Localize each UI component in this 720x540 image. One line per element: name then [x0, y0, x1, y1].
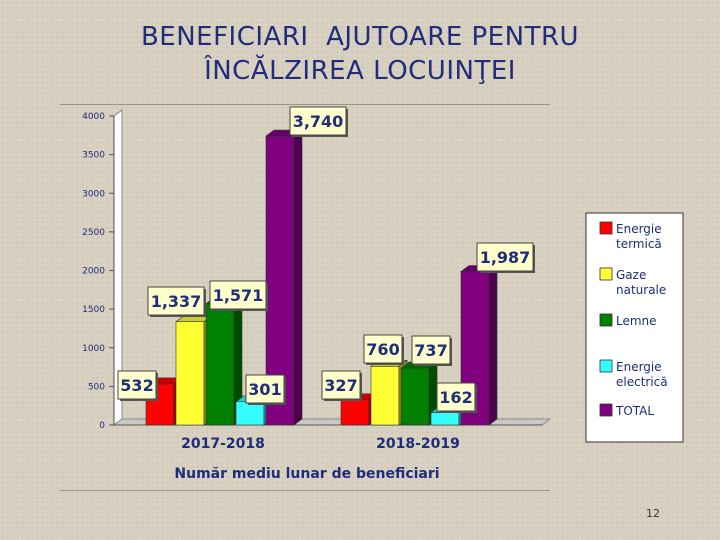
y-tick-label: 2000: [82, 267, 105, 277]
y-tick-label: 1500: [82, 305, 105, 315]
legend-label: Gaze: [616, 268, 646, 282]
bar: [235, 401, 265, 426]
title-line-2: ÎNCĂLZIREA LOCUINŢEI: [204, 56, 516, 86]
bar: [370, 365, 400, 426]
legend-swatch: [599, 221, 613, 235]
chart-top-rule: [60, 104, 550, 105]
data-label-box: [321, 370, 361, 400]
bar: [430, 412, 460, 426]
y-tick-label: 2500: [82, 228, 105, 238]
bar: [340, 399, 370, 426]
legend-swatch: [599, 313, 613, 327]
y-tick-label: 3000: [82, 189, 105, 199]
data-label: 301: [248, 380, 281, 399]
legend-label: Lemne: [616, 314, 657, 328]
data-label: 1,571: [213, 286, 264, 305]
data-label: 532: [120, 376, 153, 395]
data-label-box: [289, 106, 347, 136]
legend-swatch: [599, 359, 613, 373]
data-label: 162: [439, 388, 472, 407]
y-tick-label: 3500: [82, 151, 105, 161]
data-label: 1,337: [151, 292, 202, 311]
data-label-box: [117, 370, 157, 400]
chart-bottom-rule: [60, 490, 550, 491]
data-label: 1,987: [480, 248, 531, 267]
category-label: 2017-2018: [181, 436, 265, 452]
y-tick-label: 4000: [82, 112, 105, 122]
legend-swatch: [599, 403, 613, 417]
legend-label: naturale: [616, 283, 666, 297]
bar: [175, 321, 205, 426]
x-axis-title: Număr mediu lunar de beneficiari: [174, 466, 439, 482]
chart-bars: [145, 129, 498, 426]
data-label-box: [209, 280, 267, 310]
data-label-box: [436, 382, 476, 412]
bar: [205, 303, 235, 426]
data-label-box: [245, 374, 285, 404]
data-label: 760: [366, 340, 399, 359]
data-label-box: [411, 335, 451, 365]
category-label: 2018-2019: [376, 436, 460, 452]
bar: [400, 367, 430, 426]
legend-label: electrică: [616, 375, 668, 389]
chart-legend: EnergietermicăGazenaturaleLemneEnergieel…: [585, 212, 684, 443]
legend-label: termică: [616, 237, 662, 251]
data-label-box: [147, 286, 205, 316]
legend-label: Energie: [616, 222, 662, 236]
chart-data-labels: 2017-2018 2018-2019 532 327 1,337 760 1,571 737…: [117, 106, 535, 482]
legend-label: TOTAL: [615, 404, 654, 418]
bar-side: [293, 129, 303, 426]
page-number: 12: [646, 507, 660, 520]
title-line-1: BENEFICIARI AJUTOARE PENTRU: [140, 22, 580, 52]
bar-side: [488, 264, 498, 426]
data-label: 3,740: [293, 112, 344, 131]
y-tick-label: 0: [99, 421, 105, 431]
data-label: 737: [414, 341, 447, 360]
legend-swatch: [599, 267, 613, 281]
data-label-box: [363, 334, 403, 364]
data-label-box: [476, 242, 534, 272]
data-label: 327: [324, 376, 357, 395]
y-tick-label: 1000: [82, 344, 105, 354]
slide-title: BENEFICIARI AJUTOARE PENTRU ÎNCĂLZIREA L…: [60, 20, 660, 88]
legend-label: Energie: [616, 360, 662, 374]
y-tick-label: 500: [88, 382, 105, 392]
